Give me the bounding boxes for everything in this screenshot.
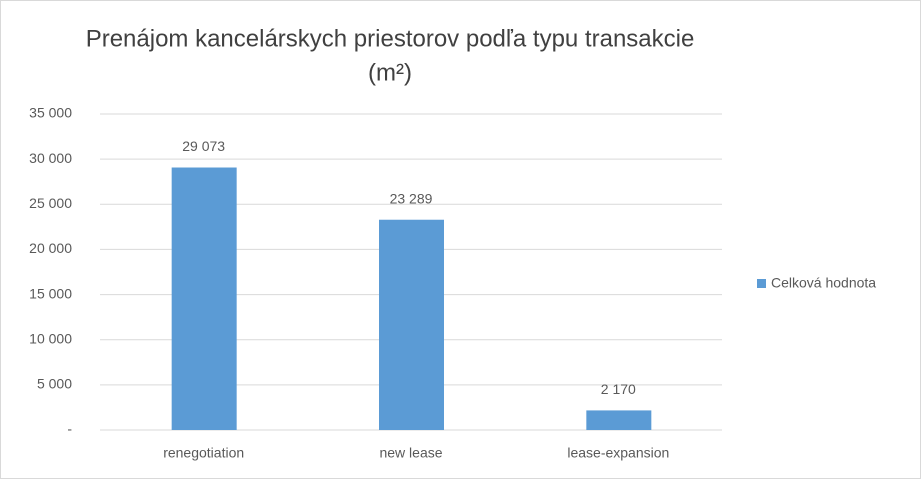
chart-title: Prenájom kancelárskych priestorov podľa …: [86, 25, 695, 52]
data-label: 23 289: [390, 190, 433, 206]
y-tick-label: 30 000: [29, 150, 72, 166]
legend-swatch: [757, 279, 766, 288]
y-tick-label: 10 000: [29, 330, 72, 346]
x-tick-label: new lease: [379, 445, 442, 461]
y-tick-label: 25 000: [29, 195, 72, 211]
data-label: 2 170: [601, 381, 636, 397]
legend-label: Celková hodnota: [771, 275, 876, 291]
y-tick-label: 15 000: [29, 285, 72, 301]
chart-title: (m²): [368, 59, 412, 86]
y-tick-label: 20 000: [29, 240, 72, 256]
bar: [586, 410, 652, 430]
x-tick-label: renegotiation: [163, 445, 244, 461]
bar: [171, 167, 237, 431]
y-tick-label: -: [67, 421, 72, 437]
y-tick-label: 5 000: [37, 376, 72, 392]
bar: [379, 219, 444, 430]
x-tick-label: lease-expansion: [567, 445, 669, 461]
y-tick-label: 35 000: [29, 105, 72, 121]
data-label: 29 073: [182, 138, 225, 154]
